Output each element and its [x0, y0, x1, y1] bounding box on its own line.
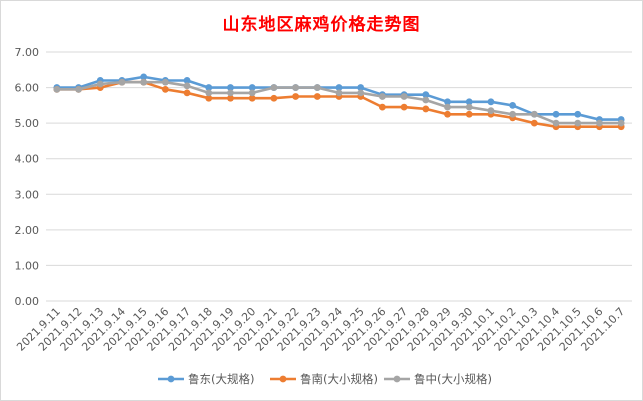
y-tick-label: 3.00 — [15, 188, 40, 201]
data-point — [53, 85, 61, 93]
data-point — [205, 84, 213, 91]
data-point — [400, 103, 408, 111]
data-point — [357, 84, 365, 91]
legend-label: 鲁东(大规格) — [188, 372, 254, 386]
legend-label: 鲁南(大小规格) — [300, 372, 378, 386]
data-point — [552, 110, 560, 118]
y-tick-label: 0.00 — [15, 295, 40, 308]
data-point — [292, 93, 299, 100]
data-point — [227, 84, 234, 91]
y-tick-label: 5.00 — [15, 117, 40, 130]
legend-marker — [167, 375, 175, 383]
data-point — [313, 84, 321, 91]
data-point — [183, 77, 191, 84]
data-point — [248, 89, 256, 97]
data-point — [422, 96, 430, 104]
data-point — [335, 84, 343, 91]
data-point — [227, 89, 234, 97]
data-point — [530, 110, 538, 118]
data-point — [140, 78, 148, 86]
data-point — [487, 107, 495, 115]
data-point — [617, 119, 625, 127]
legend-item: 鲁东(大规格) — [158, 372, 254, 386]
data-point — [465, 110, 473, 118]
data-point — [270, 94, 278, 102]
data-point — [75, 85, 82, 93]
series-lines — [53, 73, 625, 131]
data-point — [161, 78, 169, 86]
data-point — [140, 73, 148, 81]
data-point — [422, 91, 430, 99]
y-tick-label: 7.00 — [15, 46, 40, 59]
legend: 鲁东(大规格) 鲁南(大小规格) 鲁中(大小规格) — [158, 372, 492, 386]
data-point — [465, 98, 473, 106]
data-point — [248, 84, 256, 91]
data-point — [183, 82, 191, 90]
data-point — [270, 84, 278, 91]
data-point — [465, 103, 473, 111]
data-point — [509, 110, 517, 118]
data-point — [357, 89, 365, 97]
data-point — [292, 84, 299, 91]
data-point — [96, 80, 104, 88]
y-axis-ticks: 0.00 1.00 2.00 3.00 4.00 5.00 6.00 7.00 — [15, 46, 40, 308]
data-point — [422, 105, 430, 113]
chart-title: 山东地区麻鸡价格走势图 — [222, 15, 421, 35]
data-point — [183, 89, 191, 97]
y-tick-label: 4.00 — [15, 153, 40, 166]
data-point — [444, 110, 451, 118]
legend-marker — [393, 375, 401, 383]
data-point — [379, 93, 386, 100]
legend-label: 鲁中(大小规格) — [414, 372, 492, 386]
data-point — [444, 103, 451, 111]
data-point — [530, 119, 538, 127]
data-point — [205, 89, 213, 97]
data-point — [118, 78, 126, 86]
legend-marker — [279, 375, 287, 383]
data-point — [205, 94, 213, 102]
data-point — [248, 94, 256, 102]
data-point — [552, 119, 560, 127]
data-point — [574, 119, 582, 127]
data-point — [509, 101, 517, 109]
series-3 — [53, 78, 625, 127]
y-tick-label: 2.00 — [15, 224, 40, 237]
data-point — [335, 89, 343, 97]
y-tick-label: 1.00 — [15, 259, 40, 272]
data-point — [313, 93, 321, 100]
data-point — [161, 85, 169, 93]
data-point — [487, 98, 495, 106]
data-point — [574, 110, 582, 118]
data-point — [400, 93, 408, 100]
data-point — [444, 98, 451, 106]
data-point — [596, 119, 603, 127]
data-point — [379, 103, 386, 111]
legend-item: 鲁南(大小规格) — [270, 372, 378, 386]
legend-item: 鲁中(大小规格) — [384, 372, 492, 386]
x-axis-ticks: 2021.9.112021.9.122021.9.132021.9.142021… — [14, 305, 627, 354]
y-tick-label: 6.00 — [15, 82, 40, 95]
data-point — [227, 94, 234, 102]
